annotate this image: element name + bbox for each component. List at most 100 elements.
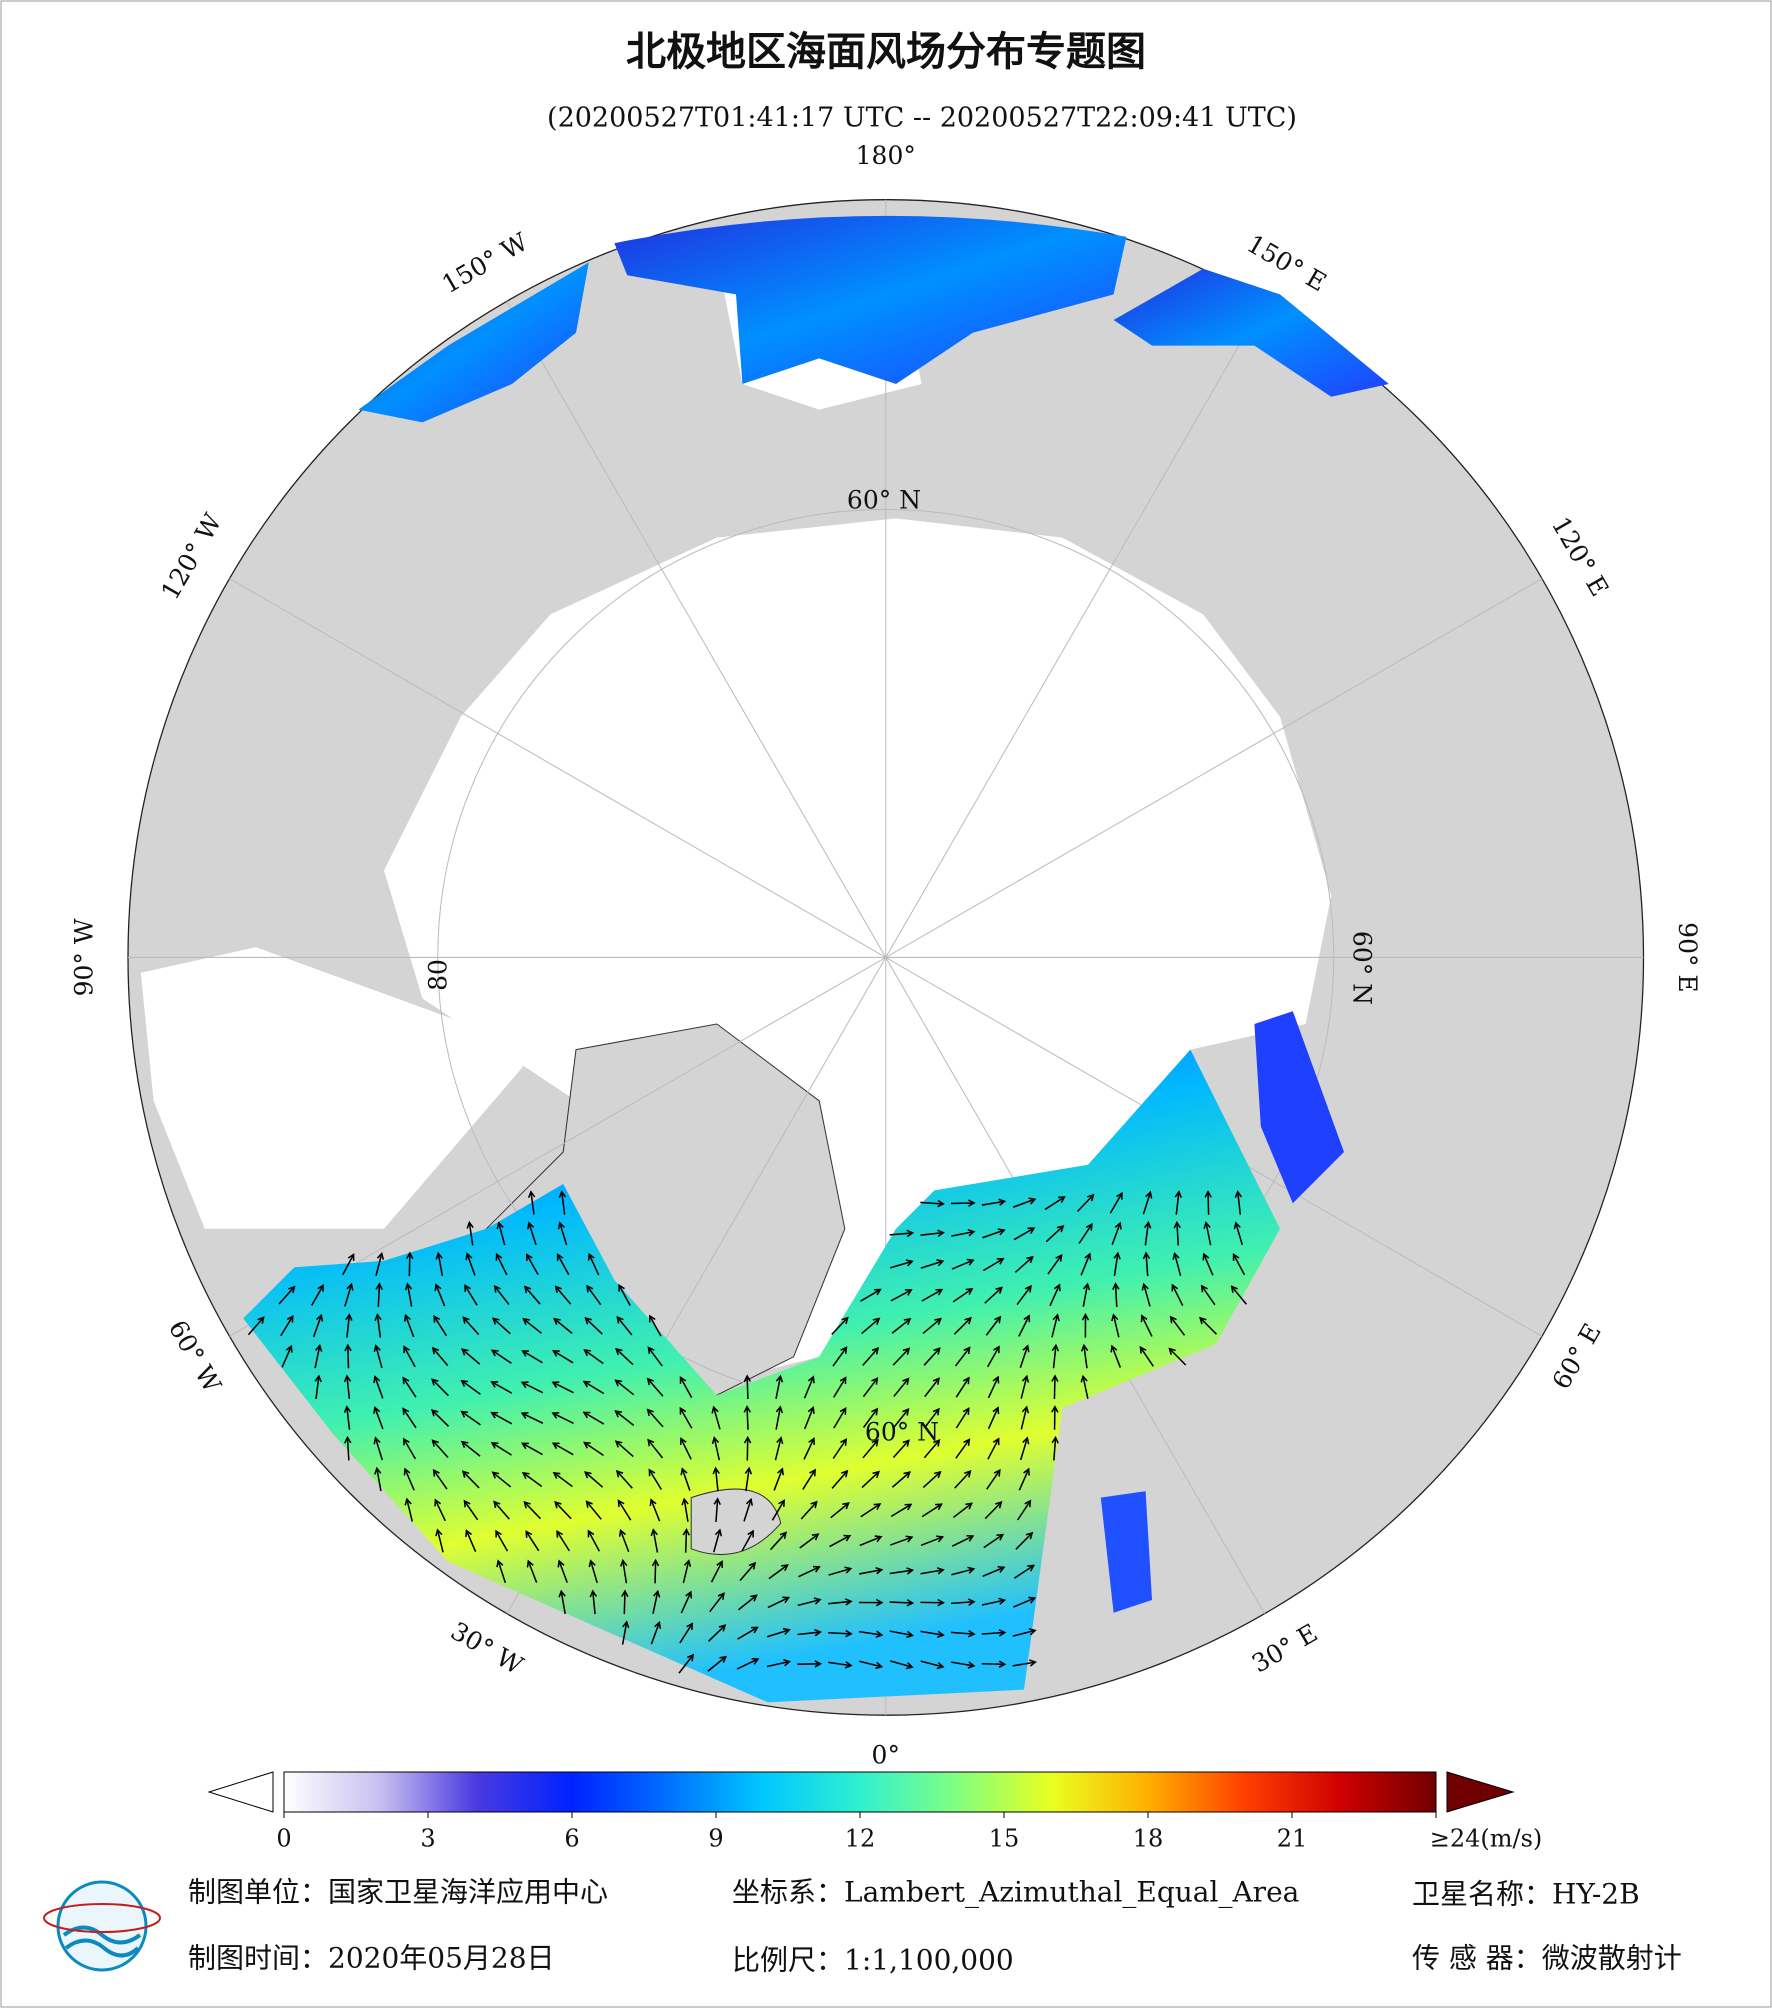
wind-arrow: [406, 1283, 413, 1307]
wind-arrow-head: [1027, 1227, 1036, 1235]
wind-arrow-head: [257, 1316, 265, 1324]
wind-arrow-head: [583, 1471, 592, 1479]
wind-arrow-head: [431, 1439, 439, 1447]
wind-arrow: [1205, 1222, 1212, 1246]
wind-arrow: [860, 1503, 881, 1518]
wind-arrow: [280, 1315, 294, 1337]
wind-arrow: [891, 1318, 911, 1334]
wind-arrow-head: [651, 1558, 660, 1567]
wind-arrow: [615, 1379, 635, 1396]
wind-arrow-head: [556, 1253, 564, 1261]
wind-arrow: [832, 1347, 848, 1367]
wind-arrow: [1076, 1194, 1094, 1213]
wind-arrow-head: [285, 1344, 293, 1353]
wind-arrow-head: [966, 1258, 975, 1266]
wind-arrow: [498, 1222, 506, 1246]
wind-arrow: [746, 1406, 749, 1430]
wind-arrow-head: [1022, 1344, 1030, 1353]
wind-arrow-head: [902, 1377, 910, 1386]
wind-arrow: [559, 1222, 568, 1246]
wind-arrow-head: [1113, 1251, 1121, 1260]
wind-arrow-head: [775, 1405, 784, 1414]
wind-arrow: [652, 1591, 659, 1614]
wind-arrow-head: [345, 1313, 353, 1321]
wind-arrow-head: [998, 1198, 1007, 1206]
wind-arrow: [583, 1380, 605, 1395]
map: [127, 199, 1645, 1716]
wind-arrow-head: [1142, 1251, 1151, 1260]
wind-arrow-head: [614, 1379, 623, 1387]
wind-arrow: [890, 1503, 912, 1518]
wind-arrow: [528, 1222, 537, 1246]
wind-arrow: [743, 1499, 752, 1522]
hudson-bay: [140, 947, 538, 1229]
wind-arrow: [1018, 1468, 1030, 1491]
meridian: [506, 300, 887, 958]
wind-arrow: [433, 1315, 448, 1337]
wind-arrow: [281, 1345, 293, 1368]
wind-arrow-head: [1029, 1659, 1037, 1667]
wind-arrow-head: [1168, 1347, 1176, 1355]
wind-arrow: [617, 1500, 632, 1521]
wind-arrow: [462, 1316, 480, 1336]
wind-arrow-head: [1234, 1190, 1243, 1198]
wind-arrow: [828, 1661, 852, 1667]
wind-arrow-head: [679, 1376, 687, 1384]
wind-arrow-head: [582, 1411, 591, 1419]
wind-arrow: [861, 1471, 880, 1489]
wind-arrow-head: [936, 1567, 945, 1575]
wind-arrow-head: [460, 1379, 469, 1387]
wind-arrow-head: [315, 1343, 323, 1352]
map-scale: 比例尺：1:1,100,000: [732, 1944, 1014, 1977]
wind-arrow-head: [807, 1375, 815, 1384]
wind-arrow-head: [750, 1594, 758, 1602]
wind-arrow: [831, 1470, 848, 1489]
wind-arrow-head: [1140, 1314, 1148, 1323]
wind-arrow: [955, 1377, 970, 1398]
wind-arrow: [583, 1411, 605, 1425]
wind-arrow-head: [286, 1314, 294, 1323]
wind-arrow: [312, 1314, 323, 1338]
wind-arrow-head: [617, 1499, 625, 1508]
wind-arrow-head: [435, 1251, 443, 1260]
map-date: 制图时间：2020年05月28日: [188, 1942, 555, 1975]
wind-arrow-head: [875, 1630, 884, 1638]
wind-arrow-head: [962, 1407, 970, 1415]
wind-arrow: [798, 1566, 820, 1578]
wind-arrow: [797, 1598, 821, 1607]
wind-arrow-head: [1084, 1252, 1092, 1261]
wind-arrow: [768, 1564, 788, 1580]
wind-arrow-head: [526, 1253, 533, 1262]
wind-arrow: [406, 1499, 414, 1522]
graticule-label: 90° W: [70, 918, 99, 996]
wind-arrow: [1013, 1227, 1035, 1241]
wind-arrow-head: [523, 1285, 532, 1294]
wind-arrow: [707, 1656, 727, 1672]
wind-arrow-head: [554, 1500, 562, 1509]
wind-arrow-head: [903, 1317, 912, 1326]
wind-arrow-head: [1233, 1221, 1241, 1230]
wind-arrow: [553, 1472, 573, 1488]
wind-arrow: [1170, 1316, 1186, 1336]
wind-arrow: [560, 1591, 566, 1615]
wind-arrow: [432, 1439, 449, 1459]
wind-arrow: [1112, 1314, 1120, 1338]
wind-arrow: [767, 1629, 790, 1638]
wind-arrow-head: [1114, 1221, 1122, 1230]
wind-arrow: [431, 1409, 450, 1427]
wind-arrow-head: [1056, 1225, 1065, 1233]
wind-arrow: [346, 1314, 351, 1338]
wind-arrow: [889, 1260, 913, 1269]
wind-arrow-head: [778, 1499, 785, 1507]
graticule-label: 60° N: [847, 486, 921, 515]
wind-arrow: [955, 1439, 970, 1459]
subtitle: (20200527T01:41:17 UTC -- 20200527T22:09…: [547, 103, 1297, 134]
wind-arrows: [247, 1190, 1247, 1674]
colorbar: 0 3 6 9 12 15 18 21 ≥24(m/s): [207, 1771, 1542, 1853]
wind-arrow-head: [904, 1503, 913, 1511]
wind-arrow: [1144, 1222, 1150, 1246]
wind-arrow: [683, 1498, 689, 1522]
wind-arrow: [952, 1288, 973, 1303]
wind-arrow-head: [402, 1376, 410, 1385]
wind-arrow-head: [647, 1438, 655, 1447]
